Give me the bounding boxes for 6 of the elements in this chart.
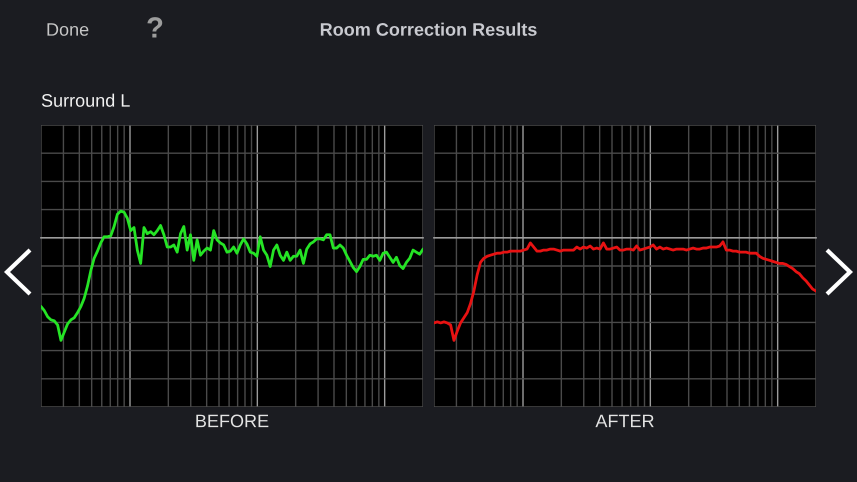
text: ? (147, 17, 162, 38)
text: Done (47, 23, 88, 36)
chart-subtitle: Surround L (42, 94, 130, 107)
x-axis-title: BEFORE (196, 414, 268, 428)
x-axis-title: AFTER (595, 414, 654, 428)
chart-title: Room Correction Results (320, 22, 537, 36)
